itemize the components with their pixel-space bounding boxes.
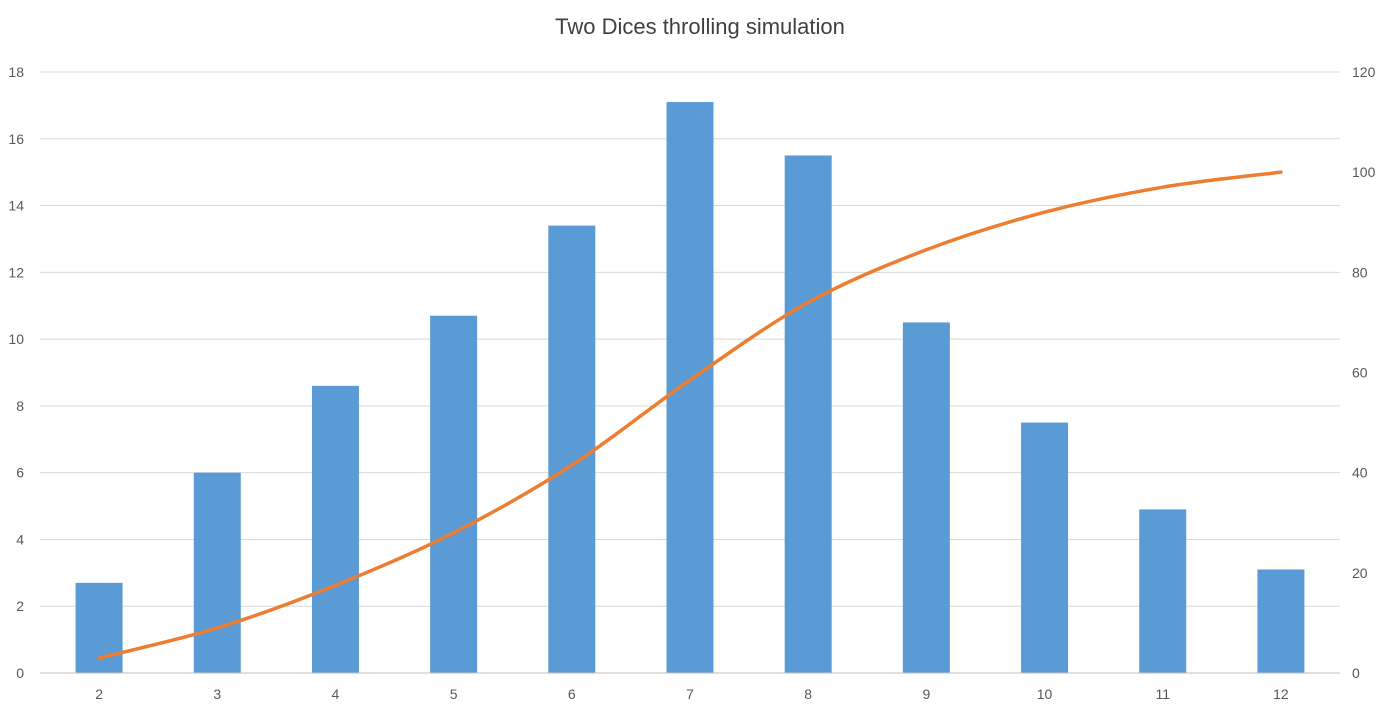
y-right-tick-label: 0 bbox=[1352, 665, 1360, 681]
y-left-tick-label: 16 bbox=[8, 131, 24, 147]
left-axis: 0 2 4 6 8 10 12 14 16 18 bbox=[8, 64, 24, 681]
x-tick-label: 2 bbox=[95, 686, 103, 702]
x-tick-label: 4 bbox=[332, 686, 340, 702]
x-tick-label: 7 bbox=[686, 686, 694, 702]
y-right-tick-label: 60 bbox=[1352, 365, 1368, 381]
y-left-tick-label: 0 bbox=[16, 665, 24, 681]
y-left-tick-label: 4 bbox=[16, 531, 24, 547]
y-right-tick-label: 100 bbox=[1352, 164, 1376, 180]
bar bbox=[902, 322, 950, 673]
cumulative-line bbox=[97, 170, 1283, 660]
y-left-tick-label: 6 bbox=[16, 465, 24, 481]
bar bbox=[1257, 569, 1305, 673]
y-left-tick-label: 2 bbox=[16, 598, 24, 614]
y-right-tick-label: 20 bbox=[1352, 565, 1368, 581]
y-left-tick-label: 10 bbox=[8, 331, 24, 347]
bar bbox=[430, 315, 478, 673]
y-left-tick-label: 12 bbox=[8, 264, 24, 280]
x-tick-label: 8 bbox=[804, 686, 812, 702]
x-tick-label: 10 bbox=[1037, 686, 1053, 702]
x-tick-label: 3 bbox=[213, 686, 221, 702]
bar bbox=[1139, 509, 1187, 673]
y-left-tick-label: 14 bbox=[8, 198, 24, 214]
bar bbox=[548, 225, 596, 674]
x-tick-label: 11 bbox=[1155, 686, 1170, 702]
line-series bbox=[97, 170, 1283, 660]
y-right-tick-label: 40 bbox=[1352, 465, 1368, 481]
right-axis: 0 20 40 60 80 100 120 bbox=[1352, 64, 1376, 681]
y-left-tick-label: 8 bbox=[16, 398, 24, 414]
chart-title: Two Dices throlling simulation bbox=[555, 14, 845, 39]
x-tick-label: 5 bbox=[450, 686, 458, 702]
y-left-tick-label: 18 bbox=[8, 64, 24, 80]
x-tick-label: 9 bbox=[922, 686, 930, 702]
x-tick-label: 6 bbox=[568, 686, 576, 702]
bar bbox=[666, 102, 714, 674]
bar bbox=[193, 472, 241, 673]
y-right-tick-label: 120 bbox=[1352, 64, 1376, 80]
bar bbox=[1021, 422, 1069, 673]
bar bbox=[784, 155, 832, 673]
x-tick-label: 12 bbox=[1273, 686, 1289, 702]
y-right-tick-label: 80 bbox=[1352, 264, 1368, 280]
bar-series bbox=[75, 102, 1305, 674]
bar bbox=[311, 385, 359, 673]
x-axis: 2 3 4 5 6 7 8 9 10 11 12 bbox=[40, 672, 1340, 702]
